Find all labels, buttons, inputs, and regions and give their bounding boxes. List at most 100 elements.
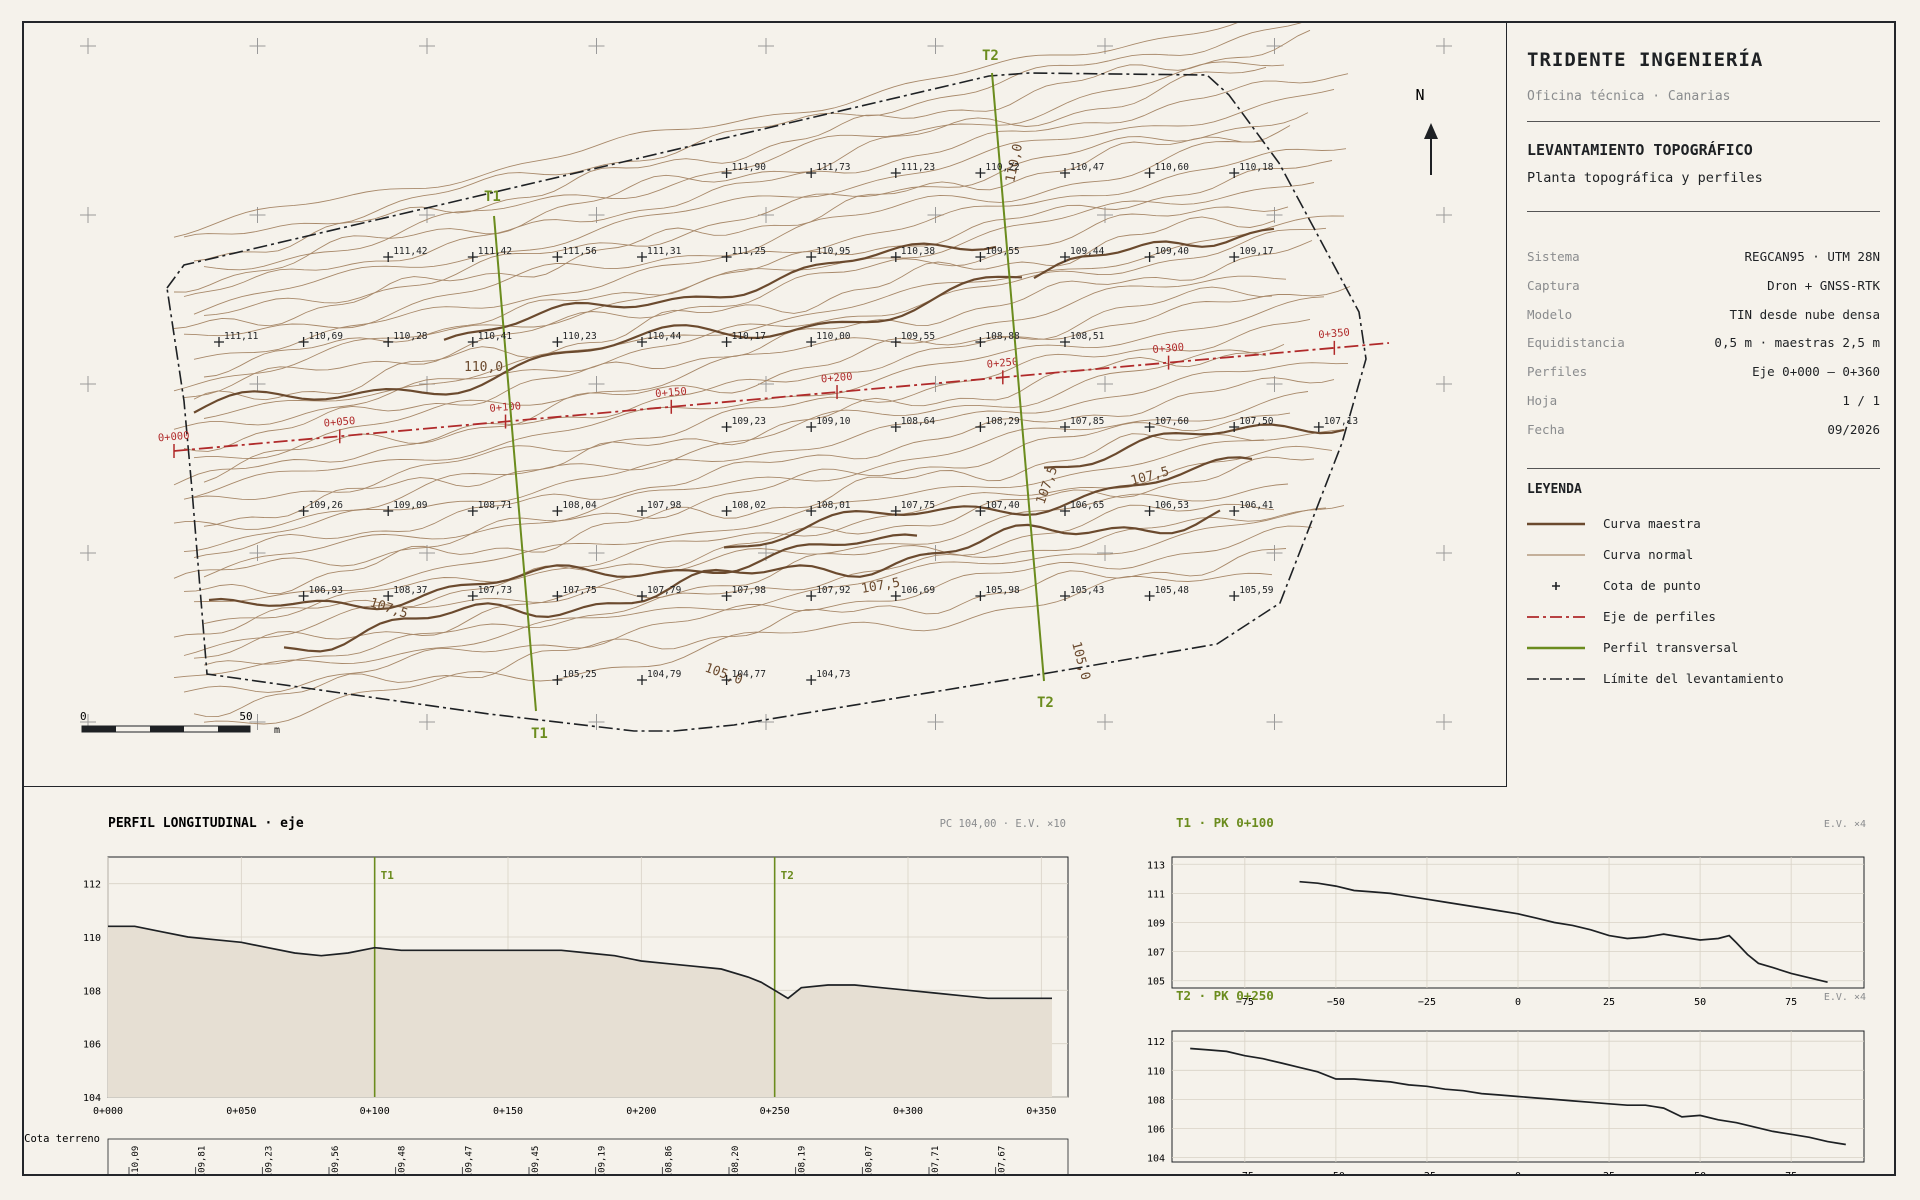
- plan-view[interactable]: 0+000 0+050 0+100 0+150 0+200 0+250 0+300 0+350…: [24, 0, 1507, 787]
- spot-height: 107,13: [1313, 416, 1358, 432]
- spot-height: 111,23: [890, 162, 935, 178]
- spot-height: 107,85: [1060, 416, 1104, 432]
- spot-height: 105,98: [975, 585, 1020, 601]
- cs2-note: E.V. ×4: [1824, 992, 1866, 1003]
- x-tick-label: −75: [1236, 997, 1254, 1008]
- spot-height-icon: [1552, 581, 1560, 590]
- spot-height: 111,73: [806, 162, 851, 178]
- spot-height: 110,95: [806, 246, 851, 262]
- spot-height-icon: [467, 337, 478, 347]
- spot-height-value: 109,10: [816, 416, 851, 427]
- spot-height-icon: [1144, 506, 1155, 516]
- spot-height-icon: [890, 168, 901, 178]
- spot-height: 109,10: [806, 416, 851, 432]
- axis-station-label: 0+100: [489, 400, 522, 415]
- legend-item-spot: Cota de punto: [1527, 578, 1701, 593]
- spot-height-icon: [637, 675, 647, 685]
- terrain-line: [1299, 880, 1828, 984]
- spot-height: 105,43: [1060, 585, 1104, 601]
- spot-height-icon: [383, 252, 394, 262]
- grid-cross: [588, 38, 605, 54]
- x-tick-label: −25: [1418, 997, 1436, 1008]
- spot-height: 111,25: [721, 246, 766, 262]
- spot-height: 107,75: [890, 500, 935, 516]
- survey-boundary-icon: [1527, 677, 1585, 680]
- spot-height-value: 106,65: [1070, 500, 1104, 511]
- spot-height: 110,17: [721, 331, 766, 347]
- normal-contour: [193, 318, 1311, 501]
- grid-cross: [1436, 376, 1452, 392]
- normal-contour: [173, 182, 1315, 392]
- spot-height-icon: [552, 252, 563, 262]
- axis-station-label: 0+350: [1318, 327, 1351, 342]
- legend-item-section: Perfil transversal: [1527, 640, 1738, 655]
- spot-height-value: 111,23: [901, 162, 935, 173]
- profile-axis-line: [173, 342, 1390, 452]
- cota-value: 108,20: [731, 1146, 741, 1174]
- master-contour: [1043, 423, 1345, 469]
- normal-contour: [173, 0, 1318, 238]
- spot-height-value: 109,26: [309, 500, 344, 511]
- axis-station-label: 0+250: [986, 356, 1019, 371]
- grid-cross: [419, 714, 435, 730]
- spot-height: 106,65: [1060, 500, 1104, 516]
- y-tick-label: 104: [1147, 1154, 1165, 1165]
- spot-height-value: 110,69: [309, 331, 344, 342]
- spot-height: 110,18: [1229, 162, 1274, 178]
- spot-height-value: 106,93: [309, 585, 343, 596]
- spot-height-icon: [1229, 168, 1240, 178]
- firm-office: Oficina técnica · Canarias: [1527, 89, 1731, 104]
- spot-height-value: 109,40: [1155, 246, 1190, 257]
- spot-height: 109,55: [975, 246, 1020, 262]
- spot-height-icon: [1229, 422, 1240, 432]
- spot-height: 109,55: [890, 331, 935, 347]
- master-contours: [193, 227, 1345, 653]
- spot-height: 104,79: [637, 669, 682, 685]
- spot-height-value: 107,13: [1324, 416, 1358, 427]
- x-tick-label: −50: [1327, 1171, 1345, 1174]
- spot-height-icon: [552, 506, 563, 516]
- spot-height-value: 107,98: [732, 585, 767, 596]
- spot-height-icon: [1313, 422, 1324, 432]
- spot-height-value: 107,75: [562, 585, 596, 596]
- spot-height-value: 108,02: [732, 500, 766, 511]
- normal-contour: [193, 275, 1287, 459]
- spot-height-value: 106,41: [1239, 500, 1274, 511]
- spot-height-icon: [1144, 168, 1155, 178]
- spot-height-icon: [975, 591, 986, 601]
- spot-height-value: 104,73: [816, 669, 850, 680]
- spot-height-icon: [975, 337, 986, 347]
- grid-cross: [80, 207, 96, 223]
- meta-row-fecha: Fecha 09/2026: [1527, 422, 1880, 437]
- spot-height-icon: [467, 252, 478, 262]
- terrain-fill: [108, 926, 1052, 1097]
- spot-height: 109,44: [1060, 246, 1105, 262]
- spot-height-value: 108,51: [1070, 331, 1105, 342]
- normal-contour: [193, 216, 1275, 401]
- topographic-map[interactable]: 0+000 0+050 0+100 0+150 0+200 0+250 0+300 0+350…: [24, 0, 1505, 785]
- cs1-title: T1 · PK 0+100: [1176, 815, 1274, 830]
- grid-cross: [758, 376, 774, 392]
- grid-cross: [80, 376, 96, 392]
- x-tick-label: 0+250: [760, 1106, 790, 1117]
- spot-height-icon: [806, 591, 817, 601]
- master-contour: [208, 533, 918, 611]
- y-tick-label: 104: [83, 1093, 101, 1104]
- spot-height-value: 111,42: [393, 246, 427, 257]
- normal-contour: [203, 445, 1333, 625]
- spot-height: 107,50: [1229, 416, 1274, 432]
- spot-height-icon: [1229, 591, 1240, 601]
- y-tick-label: 111: [1147, 889, 1165, 900]
- cota-value: 109,81: [198, 1146, 208, 1174]
- spot-height-icon: [721, 422, 732, 432]
- cs2-title: T2 · PK 0+250: [1176, 988, 1274, 1003]
- y-tick-label: 106: [1147, 1125, 1165, 1136]
- long-profile-title: PERFIL LONGITUDINAL · eje: [108, 816, 304, 831]
- grid-cross: [80, 545, 96, 561]
- spot-height: 110,23: [552, 331, 597, 347]
- spot-height-value: 111,90: [732, 162, 767, 173]
- spot-height: 111,90: [721, 162, 767, 178]
- profiles-chart[interactable]: PERFIL LONGITUDINAL · eje PC 104,00 · E.…: [24, 787, 1894, 1183]
- spot-height-value: 111,56: [562, 246, 597, 257]
- grid-cross: [588, 714, 605, 730]
